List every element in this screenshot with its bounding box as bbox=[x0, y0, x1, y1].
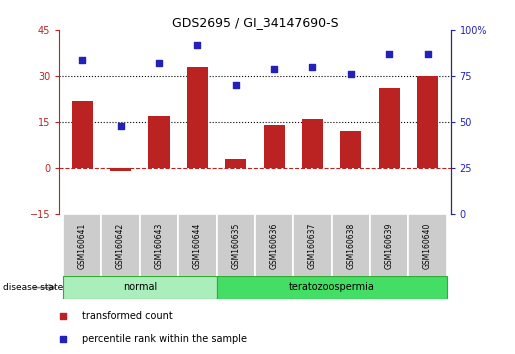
Bar bbox=[148, 116, 169, 168]
Text: GSM160638: GSM160638 bbox=[347, 223, 355, 269]
Text: GSM160639: GSM160639 bbox=[385, 223, 394, 269]
Text: GSM160637: GSM160637 bbox=[308, 223, 317, 269]
Text: GSM160643: GSM160643 bbox=[154, 223, 163, 269]
Bar bbox=[225, 159, 246, 168]
Bar bbox=[340, 131, 362, 168]
Bar bbox=[187, 67, 208, 168]
Point bbox=[385, 51, 393, 57]
Text: GSM160636: GSM160636 bbox=[270, 223, 279, 269]
Bar bbox=[72, 101, 93, 168]
Point bbox=[193, 42, 201, 48]
Bar bbox=[63, 214, 101, 278]
Bar bbox=[178, 214, 216, 278]
Bar bbox=[332, 214, 370, 278]
Point bbox=[116, 123, 125, 129]
Bar bbox=[370, 214, 408, 278]
Bar bbox=[101, 214, 140, 278]
Text: percentile rank within the sample: percentile rank within the sample bbox=[82, 334, 247, 344]
Text: transformed count: transformed count bbox=[82, 311, 173, 321]
Text: GSM160644: GSM160644 bbox=[193, 223, 202, 269]
Point bbox=[308, 64, 317, 70]
Text: disease state: disease state bbox=[3, 283, 63, 292]
Bar bbox=[264, 125, 285, 168]
Bar bbox=[379, 88, 400, 168]
Bar bbox=[140, 214, 178, 278]
Text: normal: normal bbox=[123, 282, 157, 292]
Point bbox=[299, 220, 307, 226]
Point bbox=[232, 82, 240, 88]
Text: GSM160641: GSM160641 bbox=[78, 223, 87, 269]
Bar bbox=[110, 168, 131, 171]
Bar bbox=[216, 276, 447, 299]
Point bbox=[423, 51, 432, 57]
Bar bbox=[255, 214, 294, 278]
Bar bbox=[302, 119, 323, 168]
Bar bbox=[294, 214, 332, 278]
Point bbox=[270, 66, 278, 72]
Point bbox=[155, 61, 163, 66]
Text: GSM160635: GSM160635 bbox=[231, 223, 240, 269]
Bar bbox=[63, 276, 216, 299]
Text: GSM160642: GSM160642 bbox=[116, 223, 125, 269]
Point bbox=[78, 57, 87, 62]
Point bbox=[299, 11, 307, 17]
Point bbox=[347, 72, 355, 77]
Bar bbox=[216, 214, 255, 278]
Text: teratozoospermia: teratozoospermia bbox=[289, 282, 374, 292]
Text: GSM160640: GSM160640 bbox=[423, 223, 432, 269]
Bar bbox=[417, 76, 438, 168]
Title: GDS2695 / GI_34147690-S: GDS2695 / GI_34147690-S bbox=[171, 16, 338, 29]
Bar bbox=[408, 214, 447, 278]
